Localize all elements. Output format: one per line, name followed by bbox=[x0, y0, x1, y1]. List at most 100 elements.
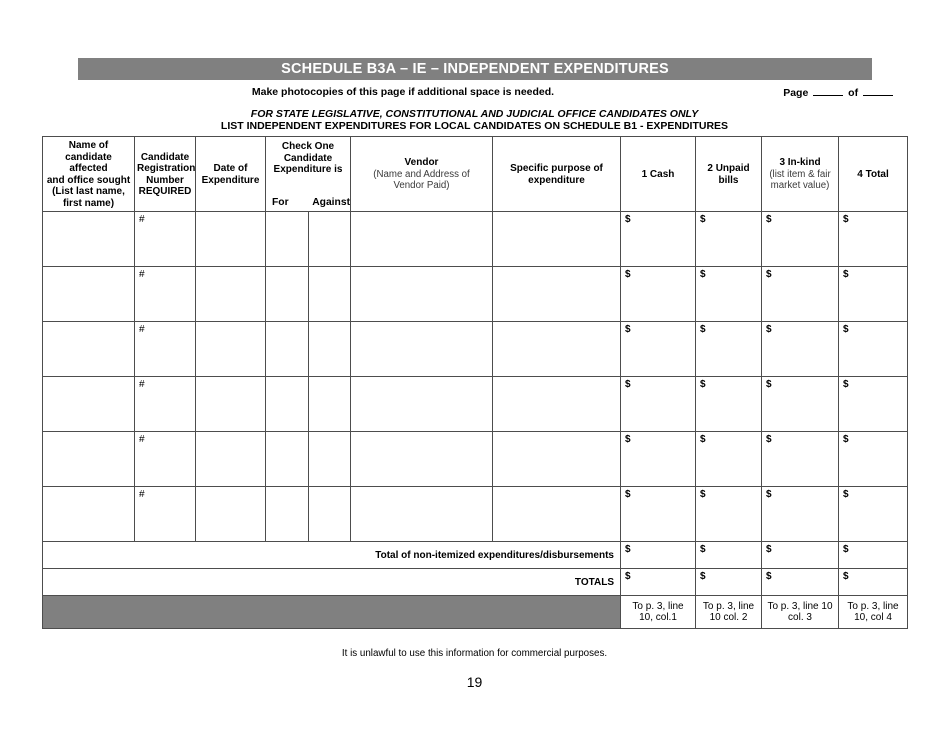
hash-symbol: # bbox=[139, 269, 145, 280]
cell-check-against[interactable] bbox=[308, 486, 351, 542]
cell-candidate-name[interactable] bbox=[42, 321, 135, 377]
totals-total[interactable]: $ bbox=[838, 568, 908, 596]
cell-vendor[interactable] bbox=[350, 376, 493, 432]
cell-check-for[interactable] bbox=[265, 431, 309, 487]
dollar-symbol: $ bbox=[766, 269, 772, 280]
dollar-symbol: $ bbox=[843, 489, 849, 500]
cell-registration-number[interactable]: # bbox=[134, 376, 196, 432]
cell-date[interactable] bbox=[195, 431, 266, 487]
table-row: # $ $ $ $ bbox=[42, 431, 908, 487]
cell-check-for[interactable] bbox=[265, 266, 309, 322]
cell-candidate-name[interactable] bbox=[42, 211, 135, 267]
cell-vendor[interactable] bbox=[350, 211, 493, 267]
nonitemized-total[interactable]: $ bbox=[838, 541, 908, 569]
cell-candidate-name[interactable] bbox=[42, 376, 135, 432]
schedule-title-text: SCHEDULE B3A – IE – INDEPENDENT EXPENDIT… bbox=[281, 61, 669, 77]
hash-symbol: # bbox=[139, 214, 145, 225]
cell-cash[interactable]: $ bbox=[620, 486, 696, 542]
cell-purpose[interactable] bbox=[492, 486, 621, 542]
cell-vendor[interactable] bbox=[350, 431, 493, 487]
cell-date[interactable] bbox=[195, 376, 266, 432]
nonitemized-cash[interactable]: $ bbox=[620, 541, 696, 569]
totals-inkind[interactable]: $ bbox=[761, 568, 839, 596]
cell-cash[interactable]: $ bbox=[620, 266, 696, 322]
cell-unpaid[interactable]: $ bbox=[695, 211, 762, 267]
cell-total[interactable]: $ bbox=[838, 486, 908, 542]
cell-check-against[interactable] bbox=[308, 321, 351, 377]
cell-date[interactable] bbox=[195, 321, 266, 377]
cell-inkind[interactable]: $ bbox=[761, 211, 839, 267]
cell-purpose[interactable] bbox=[492, 431, 621, 487]
nonitemized-unpaid[interactable]: $ bbox=[695, 541, 762, 569]
totals-label: TOTALS bbox=[42, 568, 621, 596]
cell-purpose[interactable] bbox=[492, 376, 621, 432]
hash-symbol: # bbox=[139, 379, 145, 390]
dollar-symbol: $ bbox=[700, 214, 706, 225]
cell-check-for[interactable] bbox=[265, 376, 309, 432]
totals-unpaid[interactable]: $ bbox=[695, 568, 762, 596]
cell-cash[interactable]: $ bbox=[620, 376, 696, 432]
header-against-label: Against bbox=[312, 196, 350, 208]
cell-cash[interactable]: $ bbox=[620, 211, 696, 267]
cell-candidate-name[interactable] bbox=[42, 266, 135, 322]
cell-purpose[interactable] bbox=[492, 321, 621, 377]
cell-registration-number[interactable]: # bbox=[134, 321, 196, 377]
cell-check-for[interactable] bbox=[265, 321, 309, 377]
cell-inkind[interactable]: $ bbox=[761, 376, 839, 432]
dollar-symbol: $ bbox=[625, 379, 631, 390]
cell-total[interactable]: $ bbox=[838, 376, 908, 432]
cell-total[interactable]: $ bbox=[838, 266, 908, 322]
dollar-symbol: $ bbox=[700, 571, 706, 582]
cell-vendor[interactable] bbox=[350, 266, 493, 322]
cell-unpaid[interactable]: $ bbox=[695, 321, 762, 377]
cell-cash[interactable]: $ bbox=[620, 431, 696, 487]
cell-inkind[interactable]: $ bbox=[761, 486, 839, 542]
dollar-symbol: $ bbox=[700, 379, 706, 390]
nonitemized-inkind[interactable]: $ bbox=[761, 541, 839, 569]
photocopy-note: Make photocopies of this page if additio… bbox=[251, 86, 555, 98]
cell-vendor[interactable] bbox=[350, 486, 493, 542]
cell-purpose[interactable] bbox=[492, 266, 621, 322]
cell-registration-number[interactable]: # bbox=[134, 266, 196, 322]
total-pages-blank[interactable] bbox=[863, 86, 893, 96]
cell-total[interactable]: $ bbox=[838, 211, 908, 267]
cell-date[interactable] bbox=[195, 211, 266, 267]
cell-registration-number[interactable]: # bbox=[134, 431, 196, 487]
cell-purpose[interactable] bbox=[492, 211, 621, 267]
cell-check-against[interactable] bbox=[308, 211, 351, 267]
dollar-symbol: $ bbox=[843, 269, 849, 280]
cell-total[interactable]: $ bbox=[838, 431, 908, 487]
cell-check-against[interactable] bbox=[308, 376, 351, 432]
cell-inkind[interactable]: $ bbox=[761, 321, 839, 377]
page-label: Page bbox=[783, 87, 809, 99]
cell-unpaid[interactable]: $ bbox=[695, 376, 762, 432]
dollar-symbol: $ bbox=[843, 214, 849, 225]
cell-inkind[interactable]: $ bbox=[761, 266, 839, 322]
cell-date[interactable] bbox=[195, 486, 266, 542]
cell-date[interactable] bbox=[195, 266, 266, 322]
cell-check-for[interactable] bbox=[265, 211, 309, 267]
cell-check-for[interactable] bbox=[265, 486, 309, 542]
cell-registration-number[interactable]: # bbox=[134, 211, 196, 267]
header-cash: 1 Cash bbox=[620, 136, 696, 212]
cell-registration-number[interactable]: # bbox=[134, 486, 196, 542]
page-number-footer: 19 bbox=[466, 674, 483, 690]
header-check-one: Check One Candidate Expenditure is For A… bbox=[265, 136, 351, 212]
nonitemized-row: Total of non-itemized expenditures/disbu… bbox=[42, 541, 908, 569]
cell-unpaid[interactable]: $ bbox=[695, 266, 762, 322]
cell-check-against[interactable] bbox=[308, 266, 351, 322]
totals-cash[interactable]: $ bbox=[620, 568, 696, 596]
dollar-symbol: $ bbox=[625, 434, 631, 445]
cell-check-against[interactable] bbox=[308, 431, 351, 487]
cell-unpaid[interactable]: $ bbox=[695, 431, 762, 487]
cell-unpaid[interactable]: $ bbox=[695, 486, 762, 542]
page-number-blank[interactable] bbox=[813, 86, 844, 96]
cell-total[interactable]: $ bbox=[838, 321, 908, 377]
cell-vendor[interactable] bbox=[350, 321, 493, 377]
cell-cash[interactable]: $ bbox=[620, 321, 696, 377]
cell-candidate-name[interactable] bbox=[42, 486, 135, 542]
header-registration-number: Candidate Registration Number REQUIRED bbox=[134, 136, 196, 212]
dollar-symbol: $ bbox=[766, 214, 772, 225]
cell-candidate-name[interactable] bbox=[42, 431, 135, 487]
cell-inkind[interactable]: $ bbox=[761, 431, 839, 487]
